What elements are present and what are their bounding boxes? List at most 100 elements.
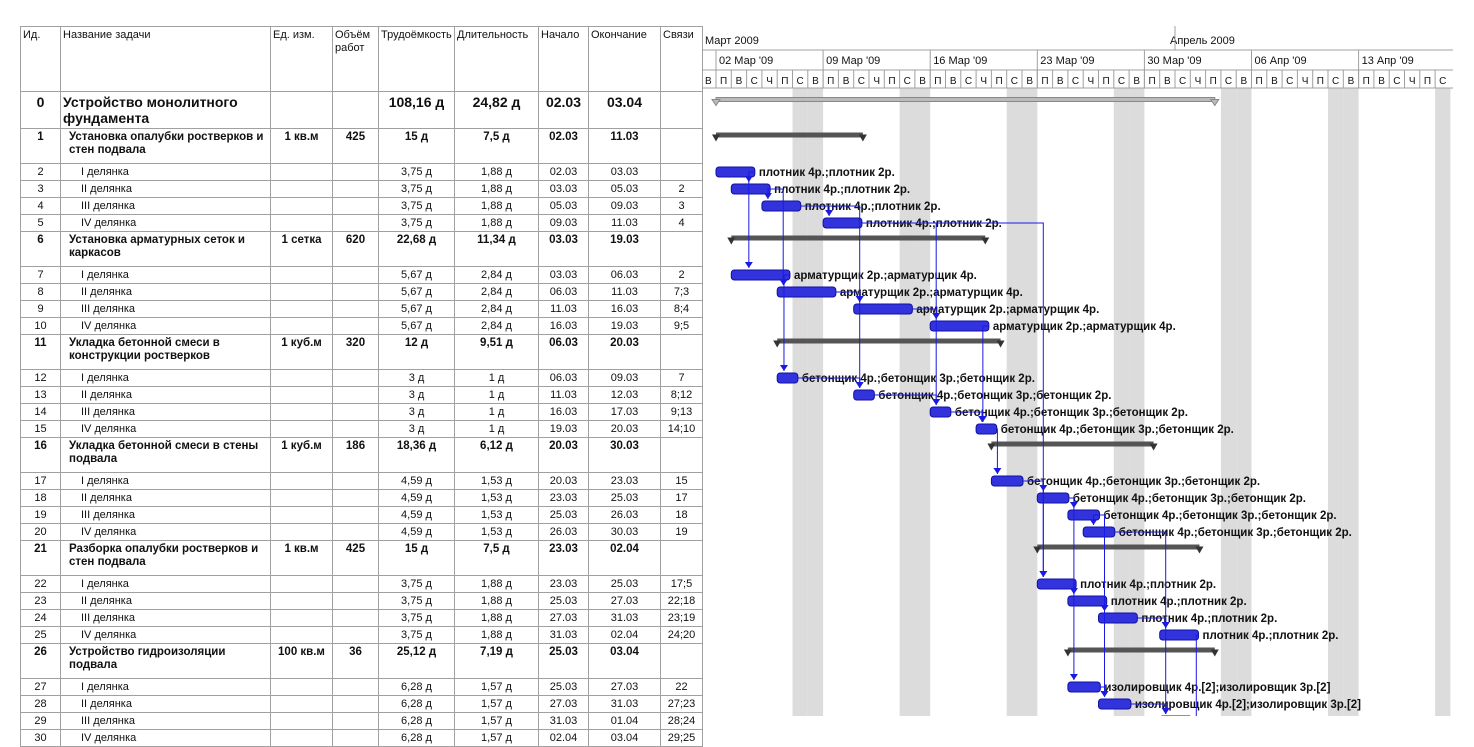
table-row[interactable]: 25 IV делянка 3,75 д 1,88 д 31.03 02.04 24;20 [20,626,703,644]
cell-links[interactable] [660,437,703,473]
cell-finish[interactable]: 27.03 [588,592,661,610]
table-row[interactable]: 5 IV делянка 3,75 д 1,88 д 09.03 11.03 4 [20,214,703,232]
cell-start[interactable]: 16.03 [538,317,589,335]
cell-start[interactable]: 11.03 [538,300,589,318]
cell-name[interactable]: II делянка [60,283,271,301]
cell-labor[interactable]: 4,59 д [378,472,455,490]
cell-volume[interactable] [332,386,379,404]
table-row[interactable]: 26 Устройство гидроизоляции подвала 100 кв… [20,643,703,679]
cell-volume[interactable] [332,489,379,507]
cell-name[interactable]: Установка арматурных сеток и каркасов [60,231,271,267]
cell-id[interactable]: 22 [20,575,61,593]
cell-finish[interactable]: 20.03 [588,334,661,370]
task-bar[interactable] [929,406,952,418]
task-bar[interactable] [776,286,837,298]
cell-duration[interactable]: 1,88 д [454,575,539,593]
cell-finish[interactable]: 26.03 [588,506,661,524]
cell-finish[interactable]: 11.03 [588,128,661,164]
cell-links[interactable]: 8;4 [660,300,703,318]
col-header-unit[interactable]: Ед. изм. [270,26,333,92]
cell-volume[interactable]: 425 [332,540,379,576]
cell-unit[interactable] [270,695,333,713]
task-bar[interactable] [990,475,1024,487]
cell-name[interactable]: II делянка [60,489,271,507]
cell-unit[interactable] [270,197,333,215]
cell-volume[interactable] [332,317,379,335]
cell-links[interactable]: 22 [660,678,703,696]
cell-volume[interactable] [332,523,379,541]
cell-links[interactable]: 2 [660,266,703,284]
cell-labor[interactable]: 3,75 д [378,163,455,181]
cell-unit[interactable] [270,523,333,541]
table-row[interactable]: 17 I делянка 4,59 д 1,53 д 20.03 23.03 15 [20,472,703,490]
cell-unit[interactable]: 100 кв.м [270,643,333,679]
cell-unit[interactable] [270,369,333,387]
cell-labor[interactable]: 4,59 д [378,506,455,524]
cell-duration[interactable]: 1,88 д [454,197,539,215]
task-bar[interactable] [853,303,913,315]
cell-start[interactable]: 05.03 [538,197,589,215]
cell-volume[interactable] [332,266,379,284]
col-header-duration[interactable]: Длительность [454,26,539,92]
col-header-id[interactable]: Ид. [20,26,61,92]
table-row[interactable]: 1 Установка опалубки ростверков и стен по… [20,128,703,164]
cell-id[interactable]: 25 [20,626,61,644]
cell-start[interactable]: 02.03 [538,128,589,164]
cell-name[interactable]: IV делянка [60,214,271,232]
cell-duration[interactable]: 1,53 д [454,506,539,524]
cell-duration[interactable]: 9,51 д [454,334,539,370]
cell-name[interactable]: III делянка [60,609,271,627]
cell-duration[interactable]: 1,88 д [454,180,539,198]
cell-links[interactable]: 14;10 [660,420,703,438]
cell-links[interactable]: 3 [660,197,703,215]
table-row[interactable]: 19 III делянка 4,59 д 1,53 д 25.03 26.03 18 [20,506,703,524]
table-row[interactable]: 16 Укладка бетонной смеси в стены подвала… [20,437,703,473]
cell-name[interactable]: IV делянка [60,420,271,438]
cell-id[interactable]: 24 [20,609,61,627]
cell-id[interactable]: 15 [20,420,61,438]
cell-volume[interactable] [332,214,379,232]
cell-links[interactable]: 9;5 [660,317,703,335]
table-row[interactable]: 21 Разборка опалубки ростверков и стен по… [20,540,703,576]
cell-duration[interactable]: 1 д [454,386,539,404]
cell-id[interactable]: 28 [20,695,61,713]
cell-unit[interactable] [270,575,333,593]
cell-volume[interactable] [332,729,379,747]
task-bar[interactable] [1036,578,1077,590]
cell-duration[interactable]: 1,53 д [454,523,539,541]
cell-id[interactable]: 9 [20,300,61,318]
cell-id[interactable]: 3 [20,180,61,198]
table-row[interactable]: 24 III делянка 3,75 д 1,88 д 27.03 31.03 23;19 [20,609,703,627]
cell-volume[interactable] [332,626,379,644]
cell-links[interactable] [660,334,703,370]
col-header-name[interactable]: Название задачи [60,26,271,92]
cell-unit[interactable] [270,678,333,696]
cell-id[interactable]: 27 [20,678,61,696]
cell-volume[interactable]: 425 [332,128,379,164]
summary-bar[interactable] [731,235,986,241]
cell-name[interactable]: II делянка [60,180,271,198]
cell-labor[interactable]: 25,12 д [378,643,455,679]
cell-unit[interactable] [270,609,333,627]
cell-volume[interactable] [332,163,379,181]
cell-id[interactable]: 17 [20,472,61,490]
task-bar[interactable] [822,217,863,229]
cell-start[interactable]: 31.03 [538,712,589,730]
cell-start[interactable]: 09.03 [538,214,589,232]
cell-unit[interactable] [270,266,333,284]
cell-duration[interactable]: 24,82 д [454,91,539,129]
cell-unit[interactable] [270,729,333,747]
cell-volume[interactable] [332,283,379,301]
cell-name[interactable]: I делянка [60,369,271,387]
cell-finish[interactable]: 02.04 [588,626,661,644]
task-bar[interactable] [1098,698,1132,710]
cell-id[interactable]: 11 [20,334,61,370]
task-bar[interactable] [730,269,791,281]
cell-duration[interactable]: 7,19 д [454,643,539,679]
cell-duration[interactable]: 1,88 д [454,592,539,610]
table-row[interactable]: 20 IV делянка 4,59 д 1,53 д 26.03 30.03 19 [20,523,703,541]
cell-id[interactable]: 23 [20,592,61,610]
cell-name[interactable]: I делянка [60,678,271,696]
